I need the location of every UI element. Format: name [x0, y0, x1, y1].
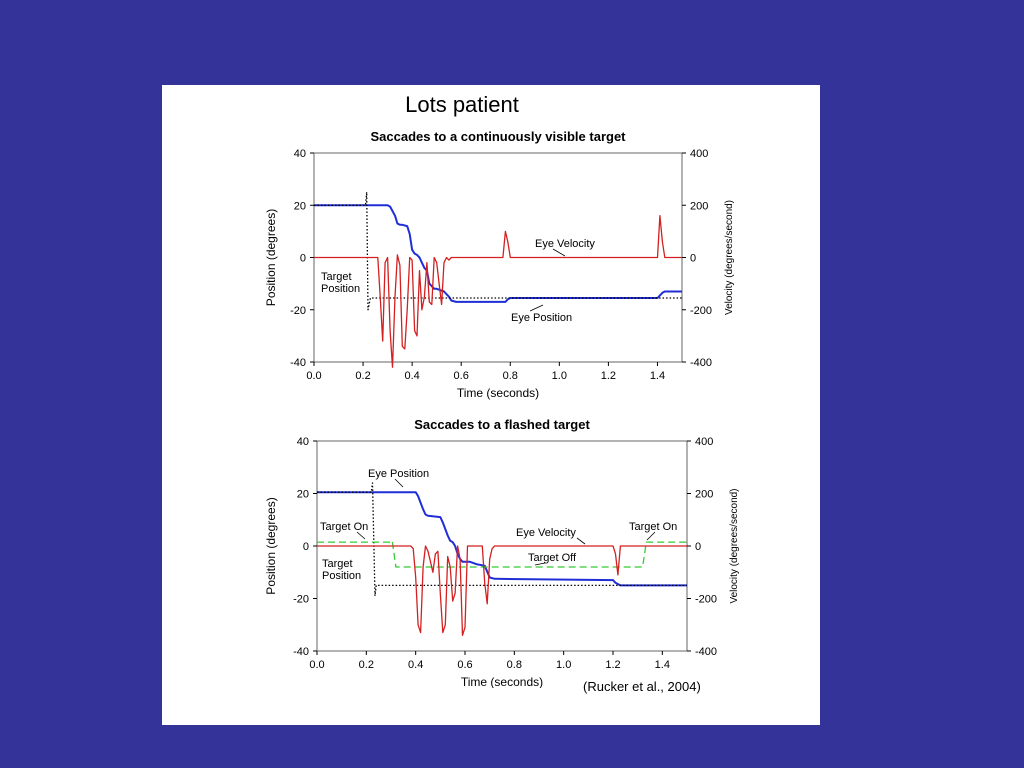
y-axis-label: Position (degrees): [264, 209, 278, 306]
annotation-label: Target: [322, 558, 353, 570]
x-tick-label: 0.8: [503, 370, 518, 382]
y-axis-label: Position (degrees): [264, 497, 278, 594]
y2-tick-label: 400: [690, 148, 708, 160]
y-tick-label: 0: [303, 541, 309, 553]
series-eye-velocity-line: [314, 215, 682, 368]
x-axis-label: Time (seconds): [461, 675, 543, 688]
x-tick-label: 0.6: [457, 659, 472, 671]
annotation-label: Eye Velocity: [516, 527, 576, 539]
y2-tick-label: 0: [695, 541, 701, 553]
x-tick-label: 1.0: [556, 659, 571, 671]
x-tick-label: 0.0: [309, 659, 324, 671]
chart-title: Saccades to a flashed target: [414, 417, 590, 432]
chart-title: Saccades to a continuously visible targe…: [370, 129, 626, 144]
y2-tick-label: 200: [690, 200, 708, 212]
x-tick-label: 1.0: [552, 370, 567, 382]
series-target-line: [317, 540, 687, 568]
annotation-label: Eye Position: [511, 312, 572, 324]
y-tick-label: -40: [293, 646, 309, 658]
annotation-label: Target On: [629, 521, 677, 533]
x-tick-label: 0.8: [507, 659, 522, 671]
series-eye-position-line: [314, 204, 682, 303]
annotation-leader: [552, 248, 566, 257]
y2-axis-label: Velocity (degrees/second): [724, 200, 735, 315]
x-tick-label: 1.2: [601, 370, 616, 382]
y2-axis-label: Velocity (degrees/second): [729, 488, 740, 603]
x-tick-label: 1.4: [655, 659, 670, 671]
annotation-label: Eye Position: [368, 468, 429, 480]
annotation-label: Target On: [320, 521, 368, 533]
x-axis-label: Time (seconds): [457, 386, 539, 400]
slide-title: Lots patient: [405, 92, 519, 117]
y-tick-label: -20: [290, 305, 306, 317]
series-target-position-line: [314, 191, 682, 311]
y2-tick-label: -400: [690, 357, 712, 369]
y-tick-label: 40: [294, 148, 306, 160]
y2-tick-label: -400: [695, 646, 717, 658]
x-tick-label: 1.4: [650, 370, 665, 382]
y2-tick-label: -200: [695, 594, 717, 606]
y-tick-label: -20: [293, 594, 309, 606]
chart-flashed-target: Saccades to a flashed target 0.0 0.2 0.4 0.6…: [264, 417, 740, 688]
x-tick-label: 0.4: [408, 659, 423, 671]
y-tick-label: -40: [290, 357, 306, 369]
y-tick-label: 20: [294, 200, 306, 212]
citation: (Rucker et al., 2004): [583, 679, 701, 694]
annotation-label: Position: [321, 283, 360, 295]
annotation-leader: [576, 537, 586, 545]
annotation-label: Position: [322, 570, 361, 582]
annotation-leader: [529, 304, 544, 312]
y2-tick-label: 200: [695, 489, 713, 501]
y-tick-label: 20: [297, 489, 309, 501]
x-tick-label: 0.2: [355, 370, 370, 382]
chart-continuous-target: Saccades to a continuously visible targe…: [264, 129, 735, 400]
annotation-leader: [534, 562, 546, 566]
series-eye-position-line: [317, 491, 687, 587]
annotation-leader: [394, 478, 404, 488]
x-tick-label: 0.2: [359, 659, 374, 671]
x-tick-label: 0.0: [306, 370, 321, 382]
annotation-leader: [646, 531, 656, 541]
x-tick-label: 1.2: [605, 659, 620, 671]
y-tick-label: 0: [300, 253, 306, 265]
y2-tick-label: 400: [695, 436, 713, 448]
series-target-position-line: [317, 482, 687, 597]
x-tick-label: 0.4: [404, 370, 419, 382]
y2-tick-label: 0: [690, 253, 696, 265]
annotation-label: Target: [321, 271, 352, 283]
annotation-leader: [356, 531, 366, 540]
annotation-label: Eye Velocity: [535, 238, 595, 250]
x-tick-label: 0.6: [454, 370, 469, 382]
slide-panel: [162, 85, 820, 725]
y2-tick-label: -200: [690, 305, 712, 317]
series-eye-velocity-line: [317, 545, 687, 636]
y-tick-label: 40: [297, 436, 309, 448]
annotation-label: Target Off: [528, 552, 577, 564]
